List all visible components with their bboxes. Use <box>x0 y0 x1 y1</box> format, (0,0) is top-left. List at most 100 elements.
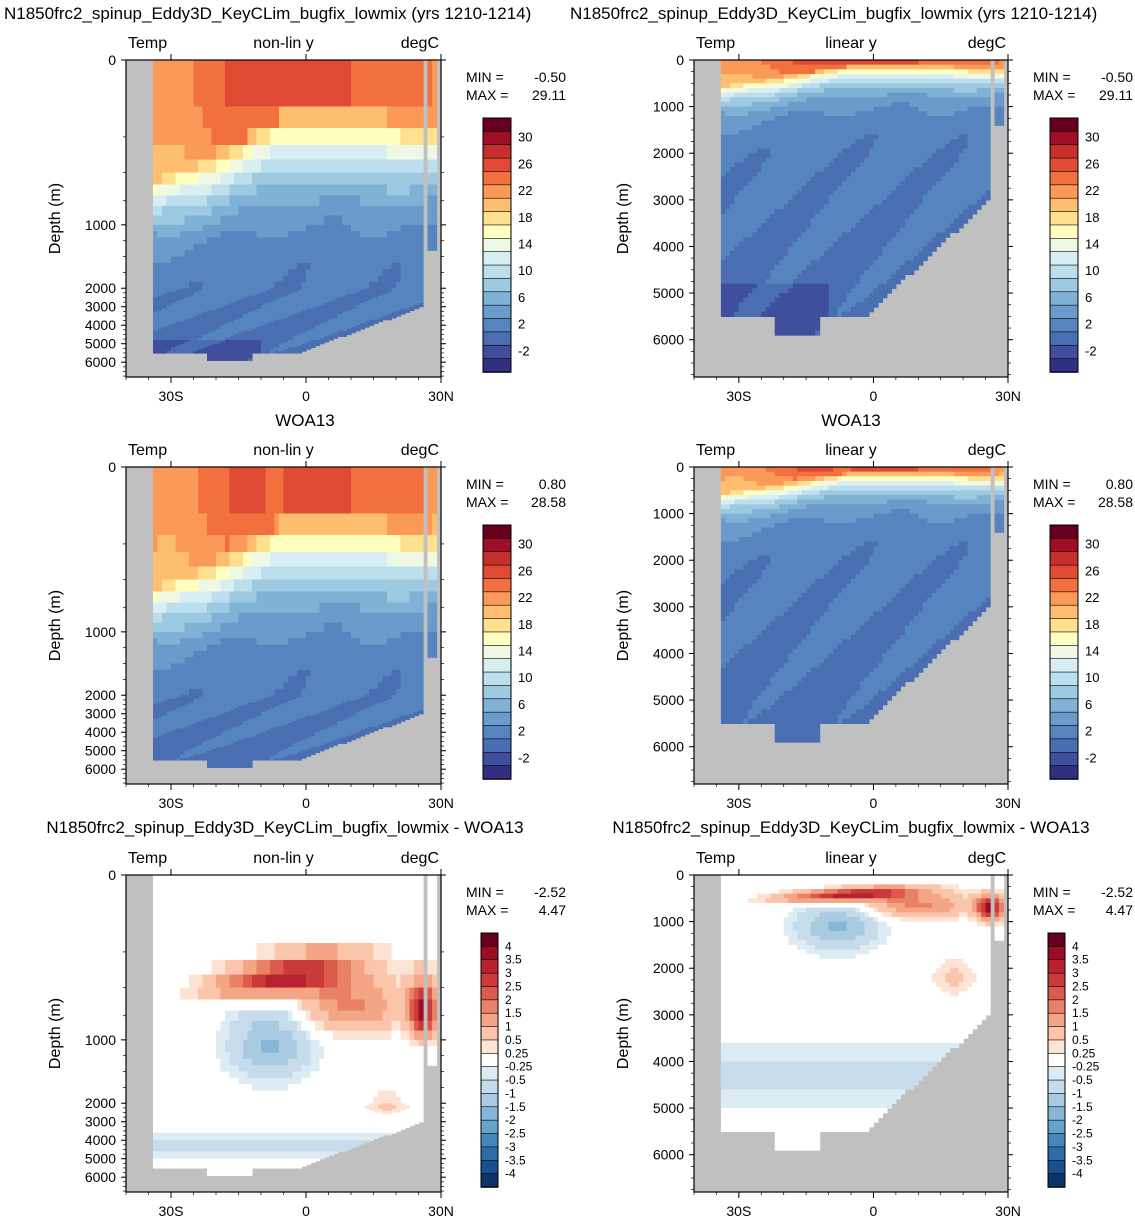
field-cell <box>752 125 758 131</box>
field-cell <box>180 205 186 217</box>
field-cell <box>720 190 726 196</box>
field-cell <box>283 306 289 310</box>
field-cell <box>270 243 276 251</box>
field-cell <box>738 199 744 206</box>
field-cell <box>333 314 339 317</box>
field-cell <box>868 167 875 173</box>
field-cell <box>279 290 285 293</box>
field-cell <box>324 293 330 297</box>
field-cell <box>301 349 307 352</box>
field-cell <box>184 288 190 291</box>
field-cell <box>396 243 402 251</box>
field-cell <box>949 73 955 80</box>
field-cell <box>432 159 438 174</box>
field-cell <box>180 343 186 347</box>
field-cell <box>360 303 366 306</box>
field-cell <box>342 301 348 304</box>
field-cell <box>963 181 969 187</box>
field-cell <box>288 345 294 349</box>
field-cell <box>774 167 780 173</box>
field-cell <box>288 269 294 277</box>
field-cell <box>725 171 731 178</box>
field-cell <box>369 262 375 270</box>
field-cell <box>270 325 276 328</box>
field-cell <box>301 159 307 174</box>
field-cell <box>355 269 361 277</box>
field-cell <box>256 315 262 319</box>
field-cell <box>252 184 258 197</box>
field-cell <box>792 129 798 136</box>
field-cell <box>301 291 307 295</box>
field-cell <box>346 60 352 108</box>
field-cell <box>864 83 870 89</box>
field-cell <box>238 349 244 352</box>
field-cell <box>922 101 928 108</box>
field-cell <box>922 87 928 94</box>
field-cell <box>873 134 879 140</box>
field-cell <box>346 145 352 161</box>
field-cell <box>166 288 172 291</box>
field-cell <box>252 338 258 341</box>
field-cell <box>409 256 415 264</box>
field-cell <box>774 185 780 192</box>
field-cell <box>337 243 343 251</box>
field-cell <box>270 106 276 129</box>
field-cell <box>801 87 807 94</box>
field-cell <box>328 195 334 207</box>
field-cell <box>391 295 397 299</box>
field-cell <box>927 87 933 94</box>
field-cell <box>315 262 321 270</box>
field-cell <box>364 128 370 146</box>
field-cell <box>801 120 807 126</box>
field-cell <box>301 290 307 293</box>
colorbar-label: 2 <box>518 317 525 332</box>
field-cell <box>346 205 352 217</box>
field-cell <box>315 317 321 321</box>
field-cell <box>189 321 195 324</box>
field-cell <box>207 321 213 324</box>
field-cell <box>324 275 330 283</box>
field-cell <box>725 64 731 70</box>
field-cell <box>801 181 807 187</box>
field-cell <box>859 125 866 131</box>
field-cell <box>342 281 348 289</box>
field-cell <box>729 176 735 182</box>
field-cell <box>270 291 276 295</box>
field-cell <box>828 125 834 131</box>
field-cell <box>310 195 316 207</box>
field-cell <box>396 195 402 207</box>
field-cell <box>261 295 267 299</box>
field-cell <box>328 290 334 293</box>
field-cell <box>738 162 744 168</box>
field-cell <box>247 323 253 326</box>
field-cell <box>765 157 771 164</box>
field-cell <box>319 269 325 277</box>
field-cell <box>184 106 190 129</box>
field-cell <box>360 215 366 226</box>
field-cell <box>414 288 420 291</box>
field-cell <box>940 153 946 159</box>
field-cell <box>936 115 942 122</box>
field-cell <box>153 215 159 226</box>
field-cell <box>198 312 204 315</box>
field-cell <box>202 128 208 146</box>
field-cell <box>346 328 352 332</box>
field-cell <box>765 181 771 187</box>
field-cell <box>315 334 321 337</box>
field-cell <box>270 184 276 197</box>
field-cell <box>238 250 244 258</box>
field-cell <box>414 295 420 299</box>
field-cell <box>247 145 253 161</box>
field-cell <box>328 323 334 326</box>
field-cell <box>909 171 915 178</box>
field-cell <box>976 129 982 136</box>
field-cell <box>729 69 735 75</box>
field-cell <box>211 262 217 270</box>
field-cell <box>391 293 397 297</box>
field-cell <box>927 64 933 70</box>
field-cell <box>256 291 262 295</box>
field-cell <box>373 195 379 207</box>
field-cell <box>900 139 906 145</box>
field-cell <box>765 101 771 108</box>
field-cell <box>855 64 861 70</box>
